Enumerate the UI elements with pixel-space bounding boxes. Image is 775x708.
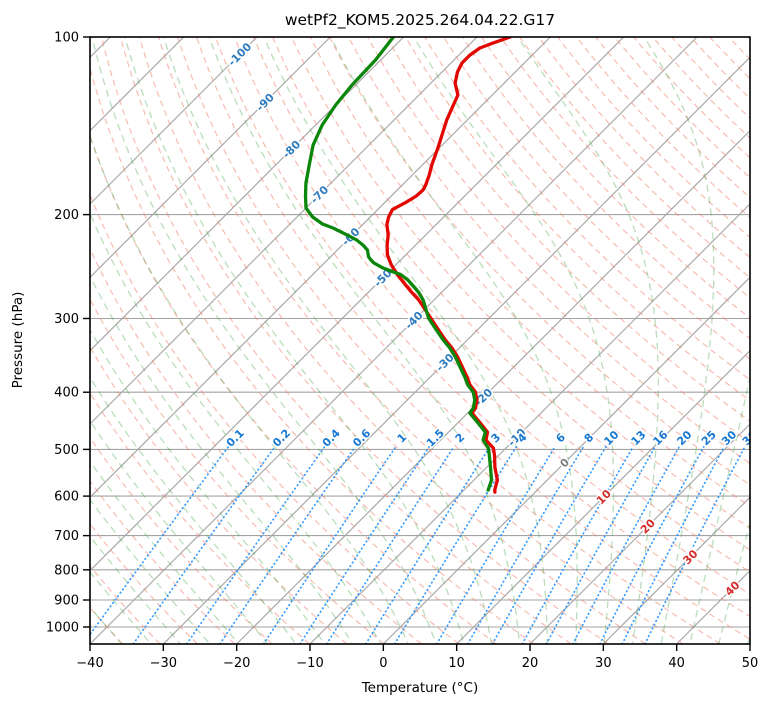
- mixing-ratio-label: 1: [395, 431, 410, 446]
- axis-ticks: [83, 36, 751, 651]
- mixing-ratio-label: 30: [719, 428, 739, 448]
- x-tick-label: 40: [668, 656, 685, 671]
- y-axis-label: Pressure (hPa): [10, 292, 26, 389]
- pressure-gridlines: [90, 37, 750, 628]
- x-tick-label: −30: [150, 656, 177, 671]
- mixing-ratio-label: 20: [674, 428, 694, 448]
- x-tick-label: 10: [448, 656, 465, 671]
- temperature-curve: [385, 37, 512, 494]
- inplot-line-labels: -100-90-80-70-60-50-40-30-20-10010203040…: [222, 39, 760, 601]
- x-axis-label: Temperature (°C): [361, 680, 479, 696]
- mixing-ratio-label: 0.1: [224, 427, 247, 450]
- mixing-ratio-label: 0.4: [320, 426, 343, 449]
- mixing-ratio-label: 36: [740, 428, 760, 448]
- y-tick-label: 800: [54, 563, 79, 578]
- x-tick-label: −20: [223, 656, 250, 671]
- mixing-ratio-label: 25: [699, 428, 719, 448]
- moist-adiabat-lines: [90, 37, 750, 644]
- y-tick-label: 400: [54, 386, 79, 401]
- isotherm-gridlines: [90, 37, 750, 644]
- x-tick-label: 20: [522, 656, 539, 671]
- dry-adiabat-lines: [90, 37, 750, 644]
- mixing-ratio-label: 0.6: [350, 426, 373, 449]
- x-tick-label: 50: [742, 656, 759, 671]
- plot-border: [89, 36, 751, 645]
- x-tick-label: −10: [296, 656, 323, 671]
- mixing-ratio-label: 1.5: [424, 427, 447, 450]
- y-tick-label: 600: [54, 490, 79, 505]
- y-tick-label: 100: [54, 31, 79, 46]
- y-tick-label: 700: [54, 529, 79, 544]
- y-tick-label: 300: [54, 312, 79, 327]
- mixing-ratio-lines: [90, 445, 746, 644]
- y-tick-label: 500: [54, 443, 79, 458]
- mixing-ratio-label: 16: [650, 428, 670, 448]
- dewpoint-curve: [303, 37, 494, 492]
- axis-tick-labels: −40 −30 −20 −10 0 10 20 30 40 50 100 200 300 400 500 60…: [46, 31, 758, 672]
- y-tick-label: 900: [54, 594, 79, 609]
- x-tick-label: 30: [595, 656, 612, 671]
- x-tick-label: −40: [76, 656, 103, 671]
- sounding-curves: [303, 37, 512, 494]
- mixing-ratio-label: 2: [453, 431, 468, 446]
- y-tick-label: 200: [54, 208, 79, 223]
- chart-title: wetPf2_KOM5.2025.264.04.22.G17: [285, 11, 555, 30]
- x-tick-label: 0: [379, 656, 387, 671]
- y-tick-label: 1000: [46, 621, 79, 636]
